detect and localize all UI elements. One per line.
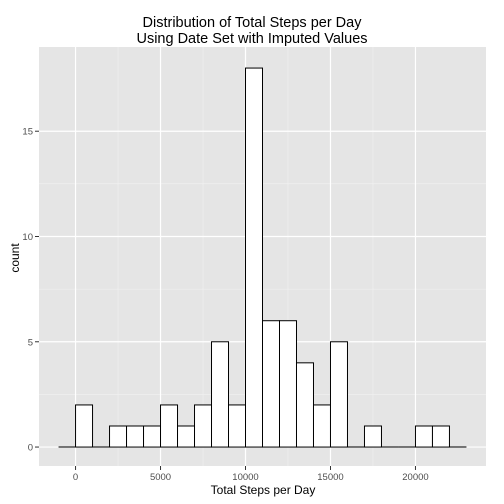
x-tick-label: 0: [73, 472, 78, 483]
y-tick-label: 10: [22, 232, 33, 243]
histogram-bar: [245, 67, 263, 448]
histogram-bar: [160, 404, 179, 448]
y-axis-ticks: 0 5 10 15: [22, 127, 39, 454]
y-tick-label: 15: [22, 127, 33, 138]
chart-title-line-1: Distribution of Total Steps per Day: [142, 15, 362, 31]
histogram-bar: [414, 425, 433, 448]
y-axis-title: count: [8, 243, 22, 273]
histogram-bar: [143, 425, 162, 448]
x-tick-label: 20000: [402, 472, 428, 483]
histogram-bar: [177, 425, 196, 448]
histogram-bar: [312, 404, 331, 448]
histogram-bar: [262, 320, 280, 448]
histogram-bar: [228, 404, 247, 448]
histogram-bar: [109, 425, 128, 448]
chart-title-line-2: Using Date Set with Imputed Values: [136, 31, 368, 47]
histogram-bar: [431, 425, 450, 448]
x-axis-title: Total Steps per Day: [210, 483, 316, 497]
histogram-bar: [363, 425, 382, 448]
histogram-bars: [58, 67, 467, 448]
histogram-bar: [75, 404, 94, 448]
histogram-bar: [211, 341, 230, 448]
histogram-bar: [194, 404, 213, 448]
histogram-bar: [295, 362, 314, 448]
histogram-bar: [329, 341, 348, 448]
y-tick-label: 0: [28, 443, 33, 454]
y-tick-label: 5: [28, 337, 33, 348]
histogram-bar: [278, 320, 297, 448]
x-tick-label: 15000: [317, 472, 343, 483]
x-tick-label: 10000: [232, 472, 258, 483]
x-axis-ticks: 0 5000 10000 15000 20000: [73, 466, 429, 483]
x-tick-label: 5000: [150, 472, 171, 483]
histogram-bar: [126, 425, 145, 448]
